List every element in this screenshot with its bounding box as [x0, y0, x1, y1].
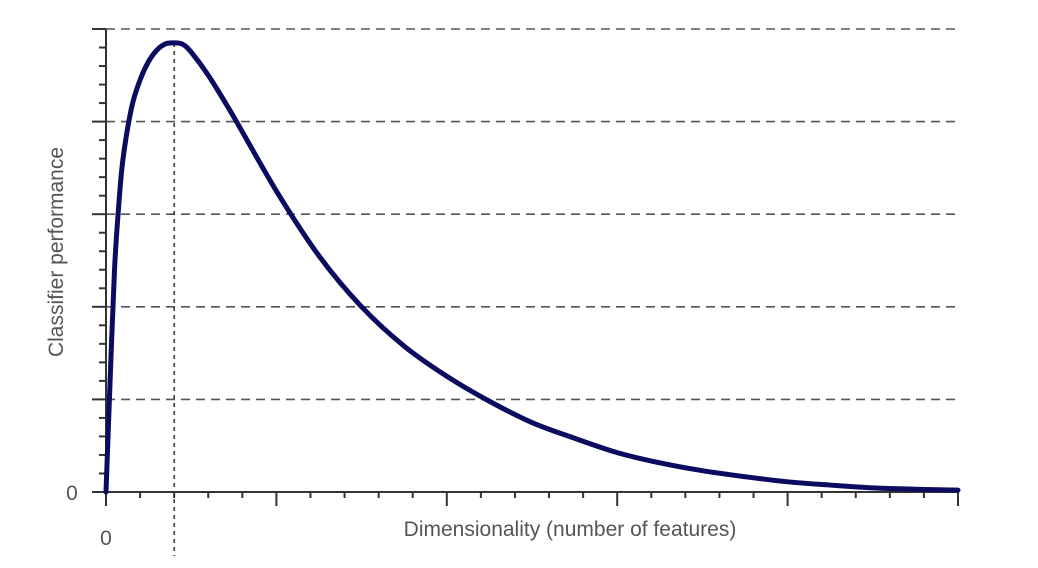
y-axis-label: Classifier performance: [45, 147, 68, 357]
x-tick-label-0: 0: [100, 527, 112, 550]
grid-lines: [106, 28, 958, 401]
y-tick-label-0: 0: [66, 482, 78, 505]
performance-curve: [103, 40, 961, 495]
x-axis-label: Dimensionality (number of features): [404, 518, 737, 541]
